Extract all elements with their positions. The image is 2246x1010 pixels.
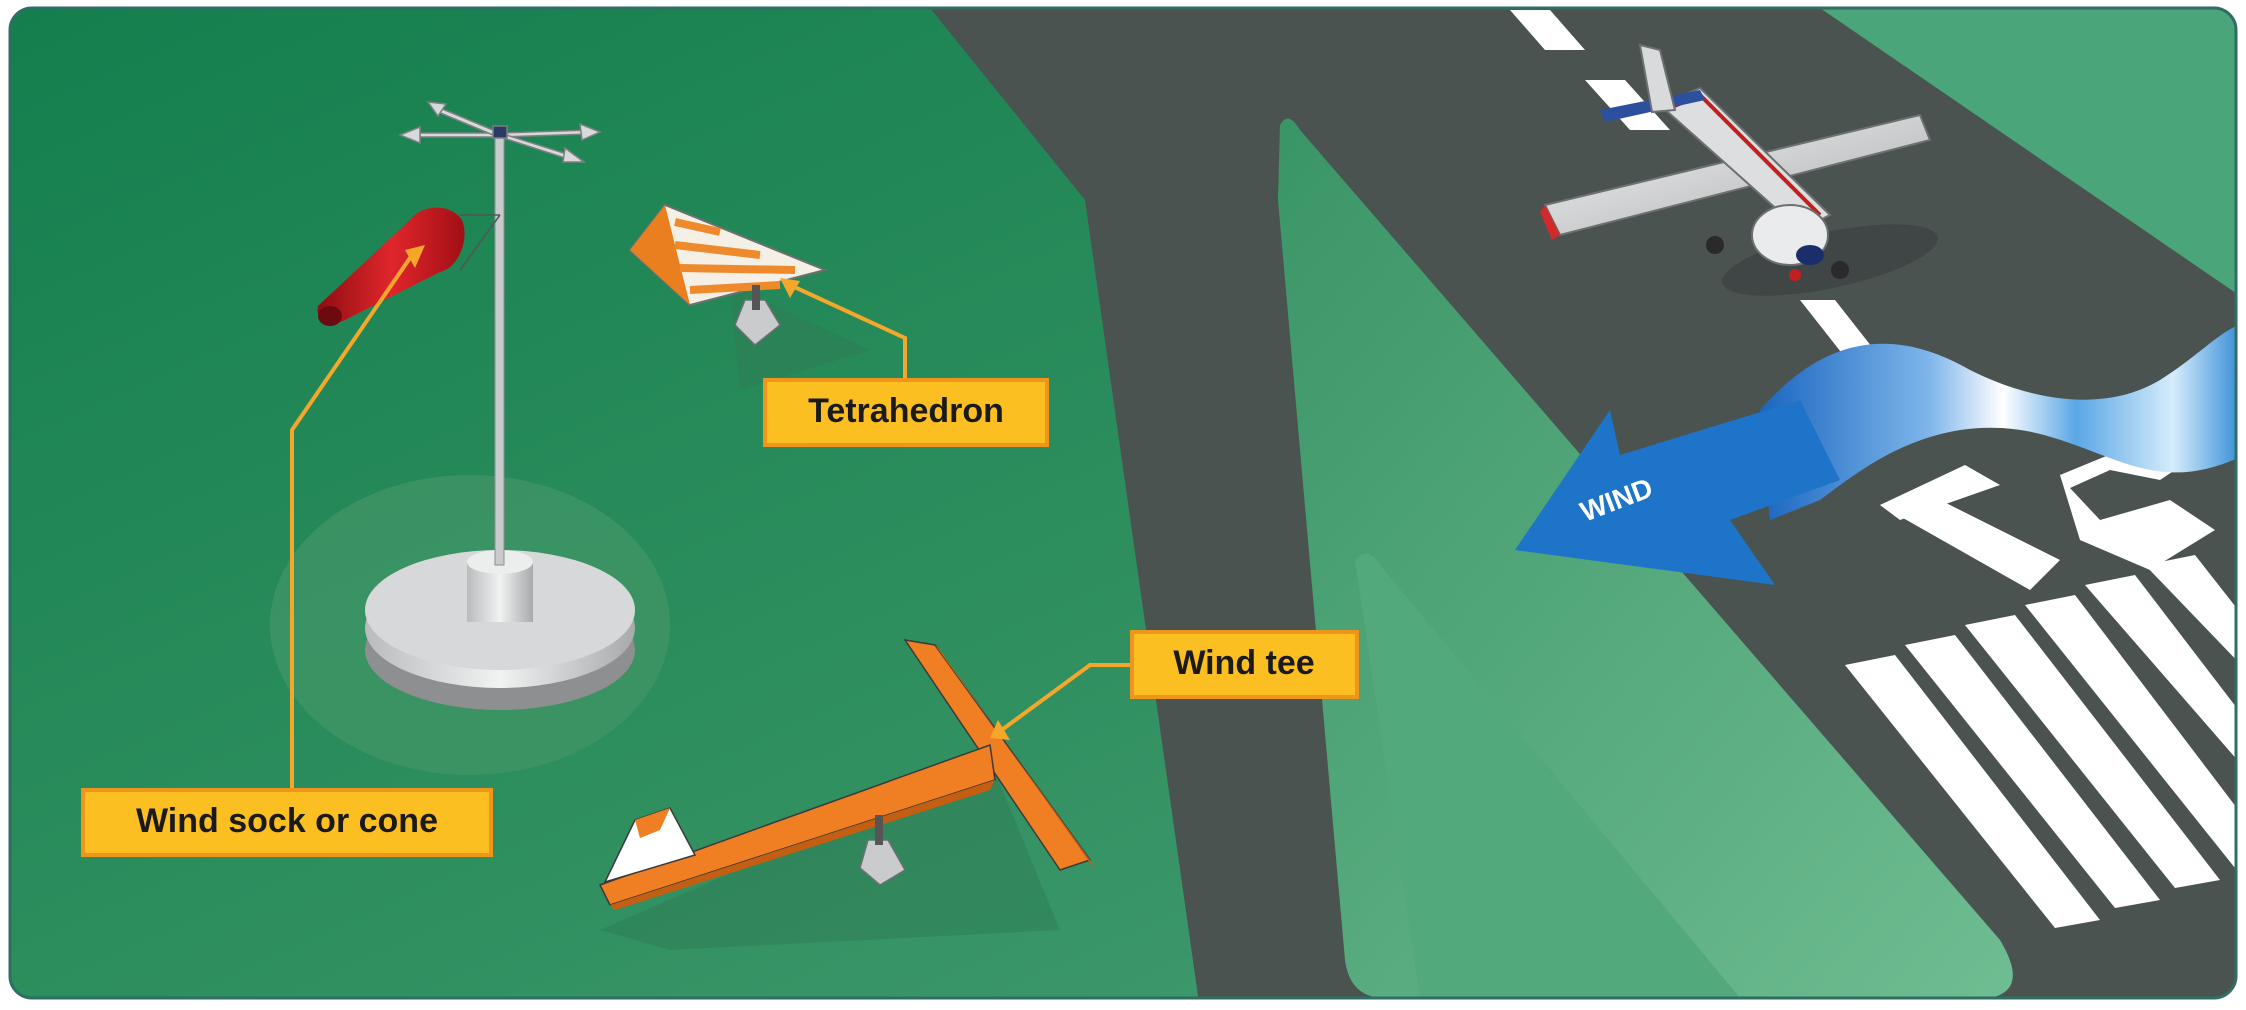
- callout-box: [1130, 630, 1359, 699]
- callout-wind-sock: Wind sock or cone: [81, 788, 493, 857]
- threshold-stripes: [1845, 555, 2236, 928]
- wind-sock-assembly: [270, 101, 670, 775]
- leader-wind-tee: [993, 663, 1132, 737]
- callout-tetrahedron: Tetrahedron: [763, 378, 1049, 447]
- wind-tee-indicator: [598, 638, 1095, 950]
- scene: WIND: [10, 8, 2236, 998]
- wind-tee-label: Wind tee: [1173, 644, 1314, 682]
- leader-wind-sock: [290, 253, 414, 790]
- infield-strip-small: [1355, 553, 1740, 998]
- wind-vane: [397, 101, 602, 163]
- callout-wind-tee: Wind tee: [1130, 630, 1359, 699]
- centerline-dash: [1510, 10, 1585, 50]
- grass-corner-top: [1820, 8, 2236, 300]
- wind-sock-label: Wind sock or cone: [136, 802, 438, 840]
- callout-box: [81, 788, 493, 857]
- frame-border: [8, 6, 2238, 1000]
- wind-sock: [317, 207, 501, 326]
- wind-arrow: WIND: [1515, 322, 2236, 585]
- runway-number-16: [1880, 438, 2215, 590]
- callout-box: [763, 378, 1049, 447]
- pole: [494, 129, 505, 566]
- tetrahedron-indicator: [628, 203, 870, 390]
- airplane: [1540, 43, 1938, 296]
- tetrahedron-label: Tetrahedron: [808, 392, 1004, 430]
